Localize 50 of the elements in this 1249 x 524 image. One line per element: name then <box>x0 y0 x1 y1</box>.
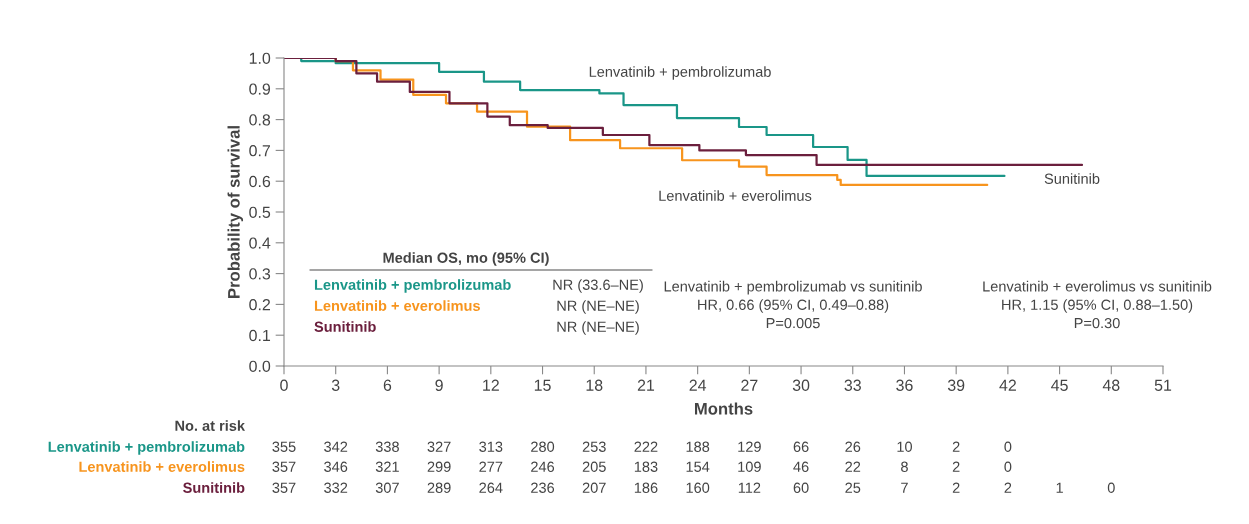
y-tick-label: 0.3 <box>249 268 271 280</box>
y-tick-label: 0.9 <box>249 83 271 95</box>
text: No. at risk <box>175 420 246 431</box>
x-tick-label: 12 <box>483 379 499 391</box>
annotation: NR (NE–NE) <box>557 300 639 314</box>
annotation: NR (NE–NE) <box>557 321 639 335</box>
y-tick-label: 0.1 <box>249 329 271 342</box>
y-tick-label: 0.7 <box>249 145 271 157</box>
x-tick-label: 27 <box>741 379 758 391</box>
text: Sunitinib <box>183 482 245 493</box>
annotation: Lenvatinib + pembrolizumab vs sunitinib HR, 0.66 (95% CI, 0.49–0.88) P=0.005 <box>664 280 922 329</box>
text: Lenvatinib + everolimus <box>79 461 245 472</box>
x-tick-label: 18 <box>586 379 603 391</box>
text: Lenvatinib + everolimus <box>314 300 480 311</box>
x-tick-label: 51 <box>1154 379 1172 391</box>
y-tick-label: 0.2 <box>249 299 271 311</box>
x-tick-label: 39 <box>947 379 965 391</box>
x-tick-label: 36 <box>896 379 913 391</box>
x-tick-label: 6 <box>383 379 392 391</box>
x-tick-label: 42 <box>999 379 1016 391</box>
text: Lenvatinib + pembrolizumab <box>48 441 245 455</box>
text: 357 332 307 289 264 236 207 186 160 112 60 25 7 2 2 1 0 <box>272 482 1115 493</box>
y-tick-label: 1.0 <box>249 52 271 64</box>
x-tick-label: 45 <box>1051 379 1068 391</box>
annotation: Lenvatinib + pembrolizumab <box>589 66 771 80</box>
x-tick-label: 3 <box>331 379 340 391</box>
x-tick-label: 0 <box>280 379 288 391</box>
y-tick-label: 0.0 <box>249 360 271 372</box>
x-tick-label: 24 <box>689 379 707 391</box>
x-axis-title: Months <box>694 402 753 415</box>
x-tick-label: 15 <box>534 379 551 391</box>
y-tick-label: 0.8 <box>249 114 271 126</box>
y-axis-title: Probability of survival <box>227 126 244 298</box>
annotation: Sunitinib <box>1044 173 1100 184</box>
y-tick-label: 0.5 <box>249 206 271 218</box>
x-tick-label: 9 <box>435 379 443 391</box>
text: 355 342 338 327 313 280 253 222 188 129 66 26 10 2 0 <box>272 441 1012 452</box>
annotation: Lenvatinib + everolimus vs sunitinib HR, 1.15 (95% CI, 0.88–1.50) P=0.30 <box>983 280 1212 329</box>
x-tick-label: 30 <box>792 379 810 391</box>
x-tick-label: 21 <box>637 379 655 391</box>
annotation: Lenvatinib + everolimus <box>659 190 812 201</box>
text: Sunitinib <box>314 321 376 332</box>
annotation: NR (33.6–NE) <box>553 279 643 293</box>
x-tick-label: 48 <box>1102 379 1120 391</box>
text: 357 346 321 299 277 246 205 183 154 109 46 22 8 2 0 <box>272 461 1012 472</box>
annotation: Median OS, mo (95% CI) <box>383 252 549 266</box>
text: Lenvatinib + pembrolizumab <box>314 279 511 293</box>
x-tick-label: 33 <box>844 379 861 391</box>
y-tick-label: 0.4 <box>249 237 271 249</box>
y-tick-label: 0.6 <box>249 175 271 188</box>
